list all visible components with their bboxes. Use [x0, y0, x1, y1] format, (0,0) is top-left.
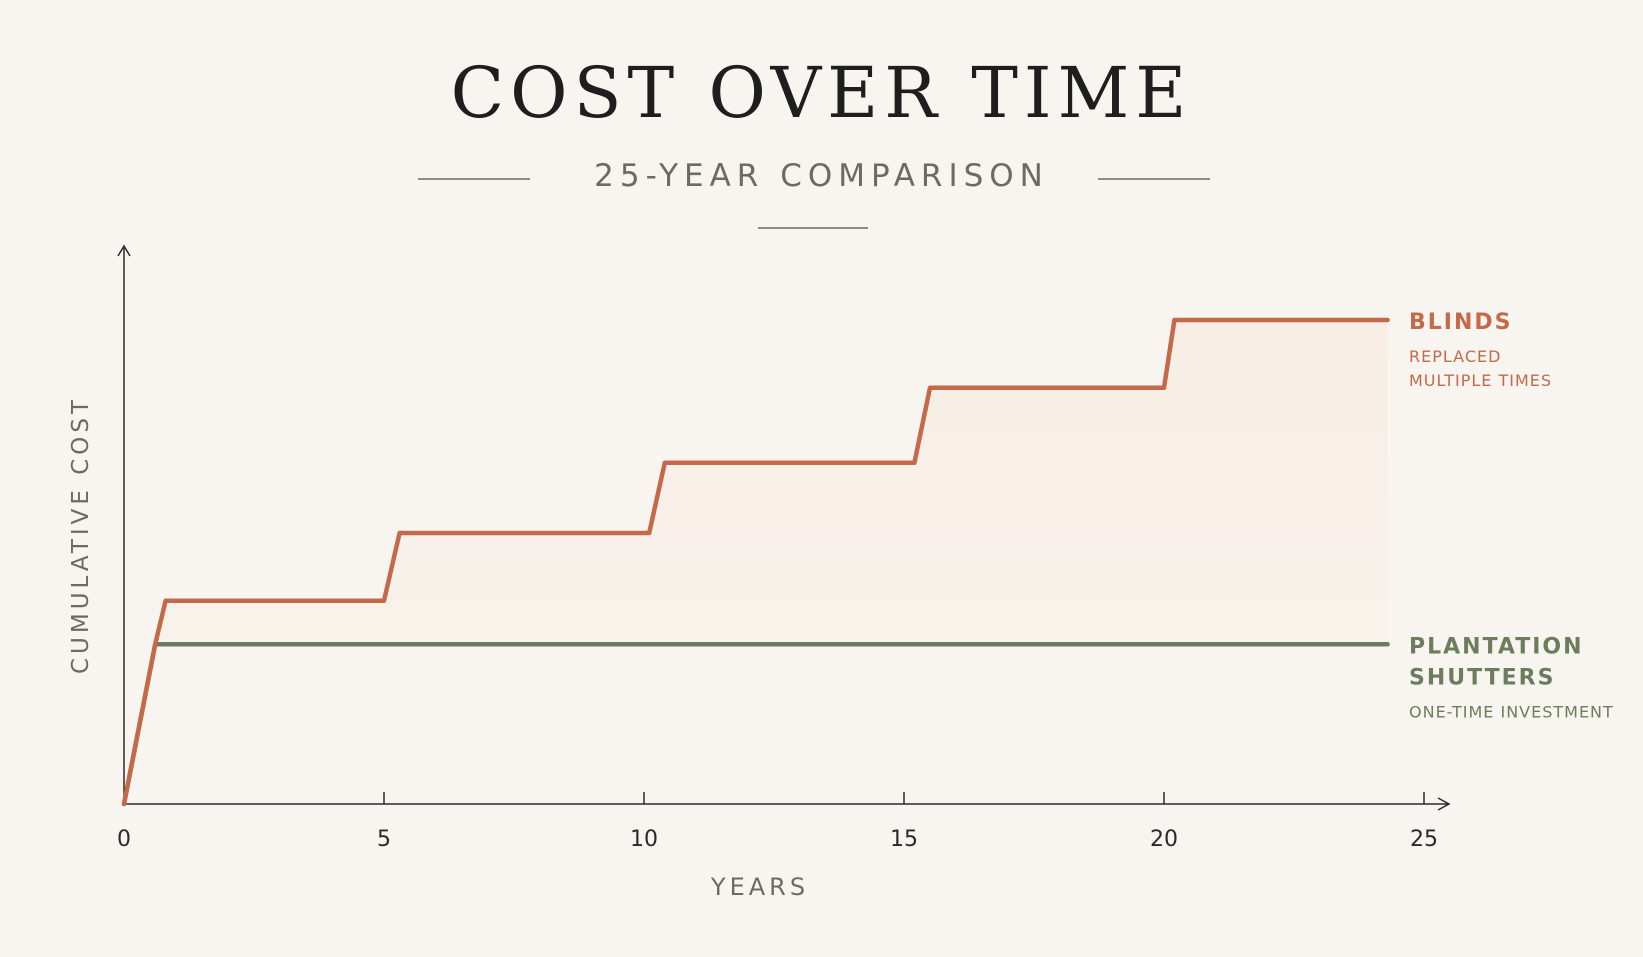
subtitle-rule-left	[418, 178, 530, 180]
x-tick-label: 20	[1150, 827, 1178, 852]
series-note-plantation-shutters: ONE-TIME INVESTMENT	[1409, 702, 1614, 721]
subtitle-row: 25-YEAR COMPARISON	[0, 158, 1643, 194]
axes	[117, 244, 1451, 811]
series-label-plantation-shutters: PLANTATION	[1409, 634, 1584, 659]
x-tick-label: 0	[117, 827, 131, 852]
y-axis-title: CUMULATIVE COST	[68, 396, 94, 674]
x-tick-label: 5	[377, 827, 391, 852]
x-axis-arrow	[1437, 797, 1451, 811]
series-note-blinds: REPLACED	[1409, 347, 1501, 366]
x-tick-label: 15	[890, 827, 918, 852]
x-tick-label: 10	[630, 827, 658, 852]
series-label-plantation-shutters: SHUTTERS	[1409, 665, 1555, 690]
subtitle-rule-right	[1098, 178, 1210, 180]
x-tick-label: 25	[1410, 827, 1438, 852]
cost-difference-area	[124, 320, 1388, 804]
chart-title: COST OVER TIME	[450, 52, 1193, 134]
series-line-plantation-shutters	[121, 642, 1390, 807]
subtitle-underline	[758, 227, 868, 229]
series-line-blinds	[121, 317, 1390, 807]
chart-subtitle: 25-YEAR COMPARISON	[594, 158, 1049, 194]
x-axis-title: YEARS	[710, 873, 809, 901]
series-note-blinds: MULTIPLE TIMES	[1409, 371, 1552, 390]
y-axis-arrow	[117, 244, 131, 257]
series-label-blinds: BLINDS	[1409, 310, 1513, 335]
